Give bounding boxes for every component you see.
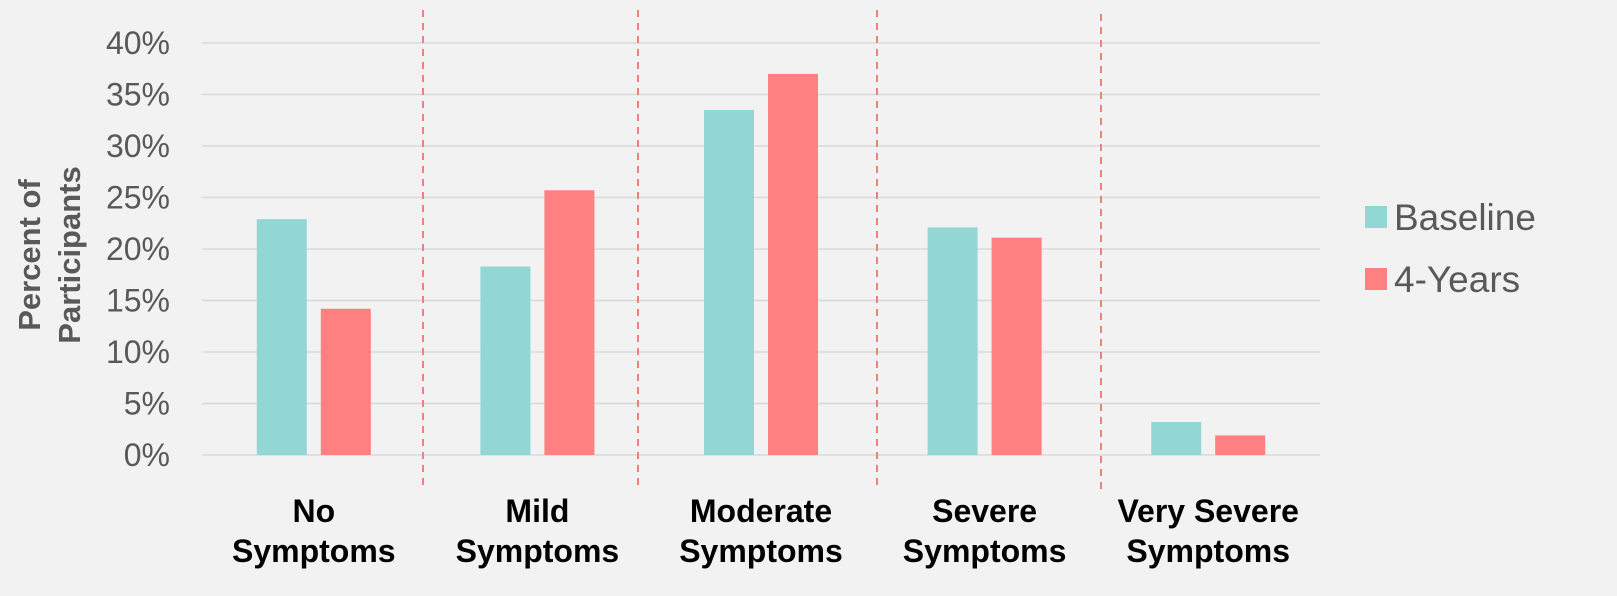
- bar: [320, 308, 371, 455]
- y-tick-label: 15%: [106, 283, 170, 319]
- bar: [991, 237, 1042, 455]
- x-axis-ticks: No Symptoms Mild Symptoms Moderate Symptoms Se…: [232, 493, 1299, 569]
- y-tick-label: 10%: [106, 334, 170, 370]
- y-tick-label: 30%: [106, 128, 170, 164]
- legend-swatch: [1365, 268, 1387, 290]
- y-tick-label: 25%: [106, 180, 170, 216]
- y-axis-ticks: 0% 5% 10% 15% 20% 25% 30% 35% 40%: [106, 25, 170, 473]
- bar: [480, 266, 531, 455]
- y-axis-title: Percent of Participants: [12, 166, 87, 343]
- y-tick-label: 0%: [124, 437, 170, 473]
- legend-label: Baseline: [1394, 197, 1536, 238]
- x-tick-label: Very Severe Symptoms: [1117, 493, 1299, 569]
- legend-swatch: [1365, 206, 1387, 228]
- y-axis-label: Percent of Participants: [12, 166, 87, 343]
- bar: [1215, 435, 1266, 455]
- bar: [256, 219, 307, 455]
- y-tick-label: 5%: [124, 386, 170, 422]
- legend-label: 4-Years: [1394, 259, 1520, 300]
- bar: [704, 109, 754, 455]
- bar: [1151, 422, 1202, 455]
- legend: Baseline 4-Years: [1365, 197, 1536, 300]
- bars: [256, 73, 1266, 456]
- y-tick-label: 40%: [106, 25, 170, 61]
- y-tick-label: 20%: [106, 231, 170, 267]
- bar: [544, 190, 595, 456]
- x-tick-label: Mild Symptoms: [456, 493, 620, 569]
- y-tick-label: 35%: [106, 77, 170, 113]
- category-separators: [422, 10, 1102, 494]
- x-tick-label: No Symptoms: [232, 493, 396, 569]
- bar: [927, 227, 978, 455]
- bar: [768, 73, 818, 456]
- x-tick-label: Severe Symptoms: [903, 493, 1067, 569]
- x-tick-label: Moderate Symptoms: [679, 493, 843, 569]
- gridlines: [202, 42, 1320, 456]
